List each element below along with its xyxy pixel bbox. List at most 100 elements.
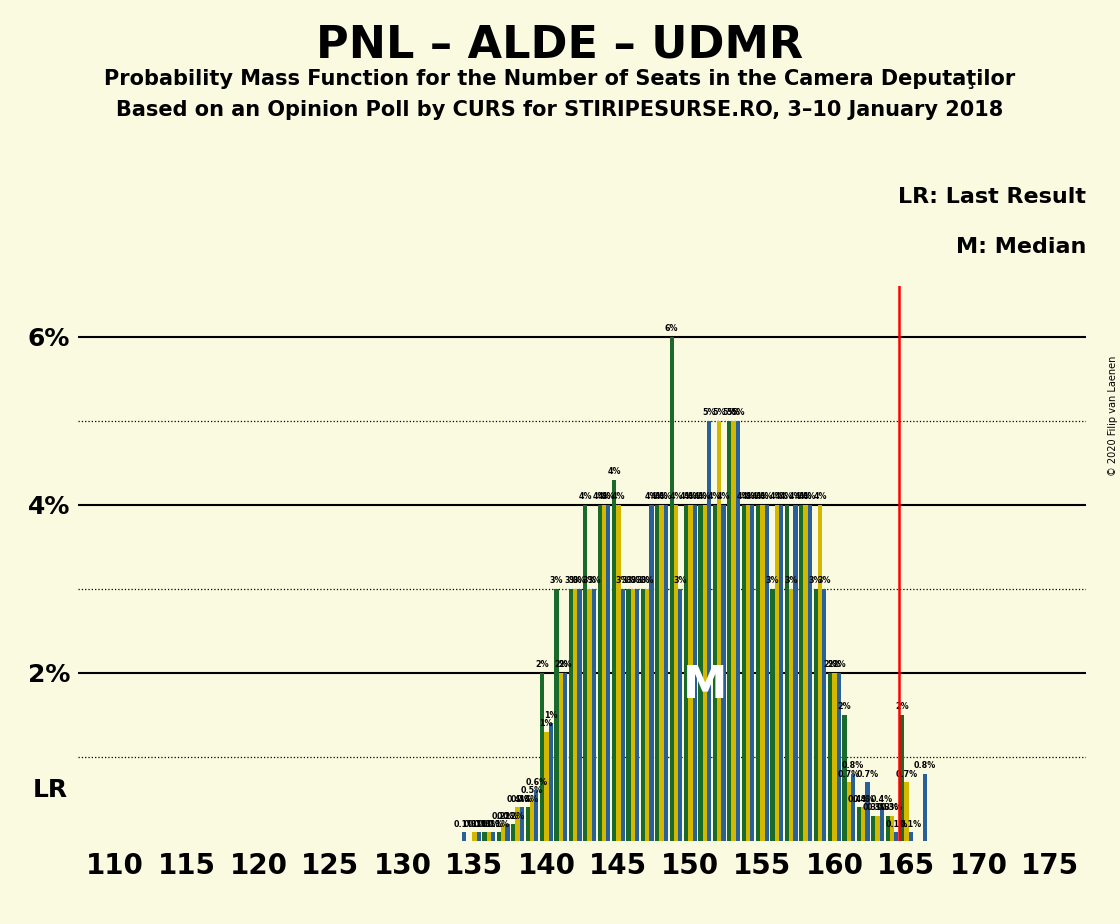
Bar (670, 337, 674, 841)
Bar (765, 505, 768, 841)
Bar (908, 833, 913, 841)
Text: 2%: 2% (558, 661, 572, 670)
Text: 0.1%: 0.1% (478, 821, 500, 829)
Text: PNL – ALDE – UDMR: PNL – ALDE – UDMR (317, 23, 803, 67)
Text: 4%: 4% (708, 492, 721, 502)
Bar (601, 505, 606, 841)
Text: 0.4%: 0.4% (871, 795, 893, 804)
Bar (712, 505, 717, 841)
Bar (505, 824, 510, 841)
Text: 4%: 4% (683, 492, 697, 502)
Text: 2%: 2% (895, 702, 909, 711)
Text: 0.2%: 0.2% (502, 811, 524, 821)
Bar (631, 589, 635, 841)
Bar (573, 589, 577, 841)
Bar (525, 808, 530, 841)
Text: 4%: 4% (601, 492, 615, 502)
Bar (688, 505, 692, 841)
Text: 5%: 5% (731, 408, 745, 418)
Text: LR: LR (34, 778, 68, 802)
Text: 4%: 4% (803, 492, 816, 502)
Bar (692, 505, 697, 841)
Text: 3%: 3% (622, 577, 635, 586)
Bar (620, 589, 625, 841)
Text: 3%: 3% (616, 577, 629, 586)
Bar (606, 505, 610, 841)
Bar (785, 505, 788, 841)
Text: 4%: 4% (737, 492, 750, 502)
Bar (771, 589, 775, 841)
Text: 4%: 4% (651, 492, 664, 502)
Bar (808, 505, 812, 841)
Text: LR: Last Result: LR: Last Result (898, 187, 1086, 207)
Bar (549, 723, 553, 841)
Bar (851, 773, 856, 841)
Bar (803, 505, 808, 841)
Text: 3%: 3% (631, 577, 644, 586)
Bar (793, 505, 797, 841)
Bar (563, 673, 567, 841)
Bar (511, 824, 515, 841)
Text: 3%: 3% (673, 577, 687, 586)
Bar (626, 589, 631, 841)
Bar (880, 808, 884, 841)
Text: 5%: 5% (722, 408, 736, 418)
Text: 4%: 4% (771, 492, 784, 502)
Bar (861, 808, 866, 841)
Bar (741, 505, 746, 841)
Bar (664, 505, 668, 841)
Bar (612, 480, 616, 841)
Bar (746, 505, 750, 841)
Bar (886, 816, 889, 841)
Text: 0.3%: 0.3% (881, 803, 903, 812)
Text: 0.3%: 0.3% (862, 803, 885, 812)
Bar (491, 833, 495, 841)
Text: 0.4%: 0.4% (848, 795, 870, 804)
Text: © 2020 Filip van Laenen: © 2020 Filip van Laenen (1109, 356, 1118, 476)
Bar (684, 505, 688, 841)
Bar (727, 420, 731, 841)
Text: 3%: 3% (636, 577, 650, 586)
Bar (775, 505, 778, 841)
Text: 0.1%: 0.1% (454, 821, 475, 829)
Text: 3%: 3% (641, 577, 654, 586)
Bar (847, 782, 851, 841)
Bar (702, 505, 707, 841)
Bar (904, 782, 908, 841)
Text: 0.1%: 0.1% (482, 821, 504, 829)
Bar (866, 782, 870, 841)
Bar (707, 420, 711, 841)
Bar (501, 824, 505, 841)
Bar (591, 589, 596, 841)
Text: 3%: 3% (569, 577, 582, 586)
Bar (650, 505, 654, 841)
Text: 4%: 4% (607, 468, 620, 476)
Bar (569, 589, 573, 841)
Bar (889, 816, 894, 841)
Bar (483, 833, 486, 841)
Bar (832, 673, 837, 841)
Text: 4%: 4% (645, 492, 659, 502)
Bar (923, 773, 927, 841)
Text: M: Median: M: Median (956, 237, 1086, 257)
Text: 4%: 4% (799, 492, 812, 502)
Bar (616, 505, 620, 841)
Text: 0.2%: 0.2% (492, 811, 514, 821)
Text: 0.4%: 0.4% (852, 795, 875, 804)
Text: 4%: 4% (746, 492, 759, 502)
Bar (641, 589, 645, 841)
Text: 5%: 5% (712, 408, 726, 418)
Text: 4%: 4% (760, 492, 774, 502)
Text: 2%: 2% (832, 661, 846, 670)
Text: 4%: 4% (717, 492, 730, 502)
Bar (530, 799, 534, 841)
Bar (822, 589, 827, 841)
Text: 0.7%: 0.7% (857, 770, 878, 779)
Text: 2%: 2% (535, 661, 549, 670)
Bar (871, 816, 876, 841)
Text: 4%: 4% (698, 492, 711, 502)
Bar (780, 505, 783, 841)
Text: 4%: 4% (670, 492, 683, 502)
Text: 3%: 3% (582, 577, 596, 586)
Text: 3%: 3% (809, 577, 822, 586)
